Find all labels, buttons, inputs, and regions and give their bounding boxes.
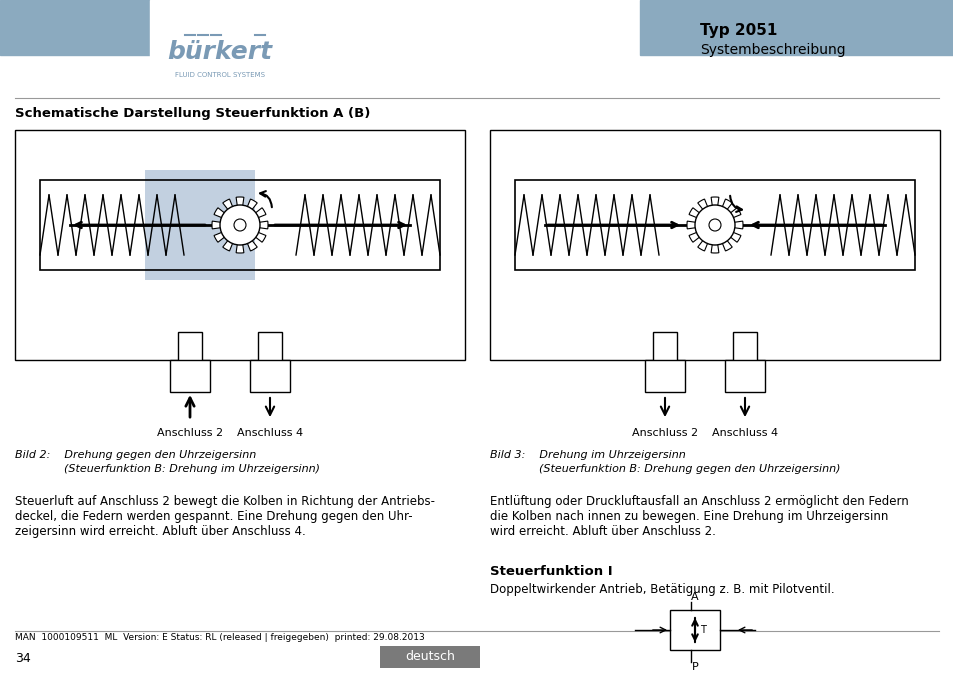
Wedge shape xyxy=(213,225,240,242)
Wedge shape xyxy=(223,225,240,251)
Text: deutsch: deutsch xyxy=(405,651,455,664)
Bar xyxy=(15,130,464,360)
Bar xyxy=(150,0,350,95)
Wedge shape xyxy=(710,197,719,225)
Text: A: A xyxy=(691,592,699,602)
Wedge shape xyxy=(213,208,240,225)
Text: Anschluss 4: Anschluss 4 xyxy=(711,428,778,438)
Wedge shape xyxy=(710,225,719,253)
Wedge shape xyxy=(223,199,240,225)
Bar xyxy=(257,332,282,362)
Wedge shape xyxy=(240,199,257,225)
Wedge shape xyxy=(235,197,244,225)
Wedge shape xyxy=(240,221,268,229)
Text: Systembeschreibung: Systembeschreibung xyxy=(700,43,844,57)
Text: Typ 2051: Typ 2051 xyxy=(700,22,777,38)
Text: Bild 3:    Drehung im Uhrzeigersinn: Bild 3: Drehung im Uhrzeigersinn xyxy=(490,450,685,460)
Wedge shape xyxy=(212,221,240,229)
Text: FLUID CONTROL SYSTEMS: FLUID CONTROL SYSTEMS xyxy=(174,72,265,78)
Bar xyxy=(145,170,254,280)
Text: (Steuerfunktion B: Drehung im Uhrzeigersinn): (Steuerfunktion B: Drehung im Uhrzeigers… xyxy=(15,464,319,474)
Text: Anschluss 2: Anschluss 2 xyxy=(631,428,698,438)
Text: P: P xyxy=(691,662,698,672)
Wedge shape xyxy=(240,225,257,251)
Text: Steuerluft auf Anschluss 2 bewegt die Kolben in Richtung der Antriebs-
deckel, d: Steuerluft auf Anschluss 2 bewegt die Ko… xyxy=(15,495,435,538)
Text: 34: 34 xyxy=(15,651,30,664)
Text: Schematische Darstellung Steuerfunktion A (B): Schematische Darstellung Steuerfunktion … xyxy=(15,108,370,120)
Wedge shape xyxy=(697,199,714,225)
Bar xyxy=(669,610,720,650)
Bar xyxy=(0,0,330,55)
Wedge shape xyxy=(714,199,732,225)
Text: T: T xyxy=(700,625,705,635)
Bar xyxy=(40,180,439,270)
Text: bürkert: bürkert xyxy=(168,40,273,64)
Text: Anschluss 2: Anschluss 2 xyxy=(157,428,223,438)
Wedge shape xyxy=(714,225,740,242)
Circle shape xyxy=(220,205,260,245)
Circle shape xyxy=(695,205,734,245)
Text: Steuerfunktion I: Steuerfunktion I xyxy=(490,565,612,578)
Bar xyxy=(170,360,210,392)
Circle shape xyxy=(708,219,720,231)
Bar xyxy=(644,360,684,392)
Wedge shape xyxy=(240,208,266,225)
Bar xyxy=(639,0,953,55)
Wedge shape xyxy=(714,208,740,225)
Circle shape xyxy=(233,219,246,231)
Text: MAN  1000109511  ML  Version: E Status: RL (released | freigegeben)  printed: 29: MAN 1000109511 ML Version: E Status: RL … xyxy=(15,633,424,643)
Bar xyxy=(250,360,290,392)
Wedge shape xyxy=(688,225,714,242)
Text: Doppeltwirkender Antrieb, Betätigung z. B. mit Pilotventil.: Doppeltwirkender Antrieb, Betätigung z. … xyxy=(490,583,834,596)
Wedge shape xyxy=(688,208,714,225)
Bar xyxy=(515,180,914,270)
Wedge shape xyxy=(686,221,714,229)
Bar xyxy=(178,332,202,362)
Bar xyxy=(652,332,677,362)
Wedge shape xyxy=(240,225,266,242)
Wedge shape xyxy=(714,221,742,229)
Wedge shape xyxy=(714,225,732,251)
Text: Entlüftung oder Druckluftausfall an Anschluss 2 ermöglicht den Federn
die Kolben: Entlüftung oder Druckluftausfall an Ansc… xyxy=(490,495,908,538)
Text: (Steuerfunktion B: Drehung gegen den Uhrzeigersinn): (Steuerfunktion B: Drehung gegen den Uhr… xyxy=(490,464,840,474)
Bar xyxy=(379,646,479,668)
Bar xyxy=(724,360,764,392)
Text: Bild 2:    Drehung gegen den Uhrzeigersinn: Bild 2: Drehung gegen den Uhrzeigersinn xyxy=(15,450,256,460)
Wedge shape xyxy=(697,225,714,251)
Wedge shape xyxy=(235,225,244,253)
Bar xyxy=(490,130,939,360)
Text: Anschluss 4: Anschluss 4 xyxy=(236,428,303,438)
Bar xyxy=(732,332,757,362)
